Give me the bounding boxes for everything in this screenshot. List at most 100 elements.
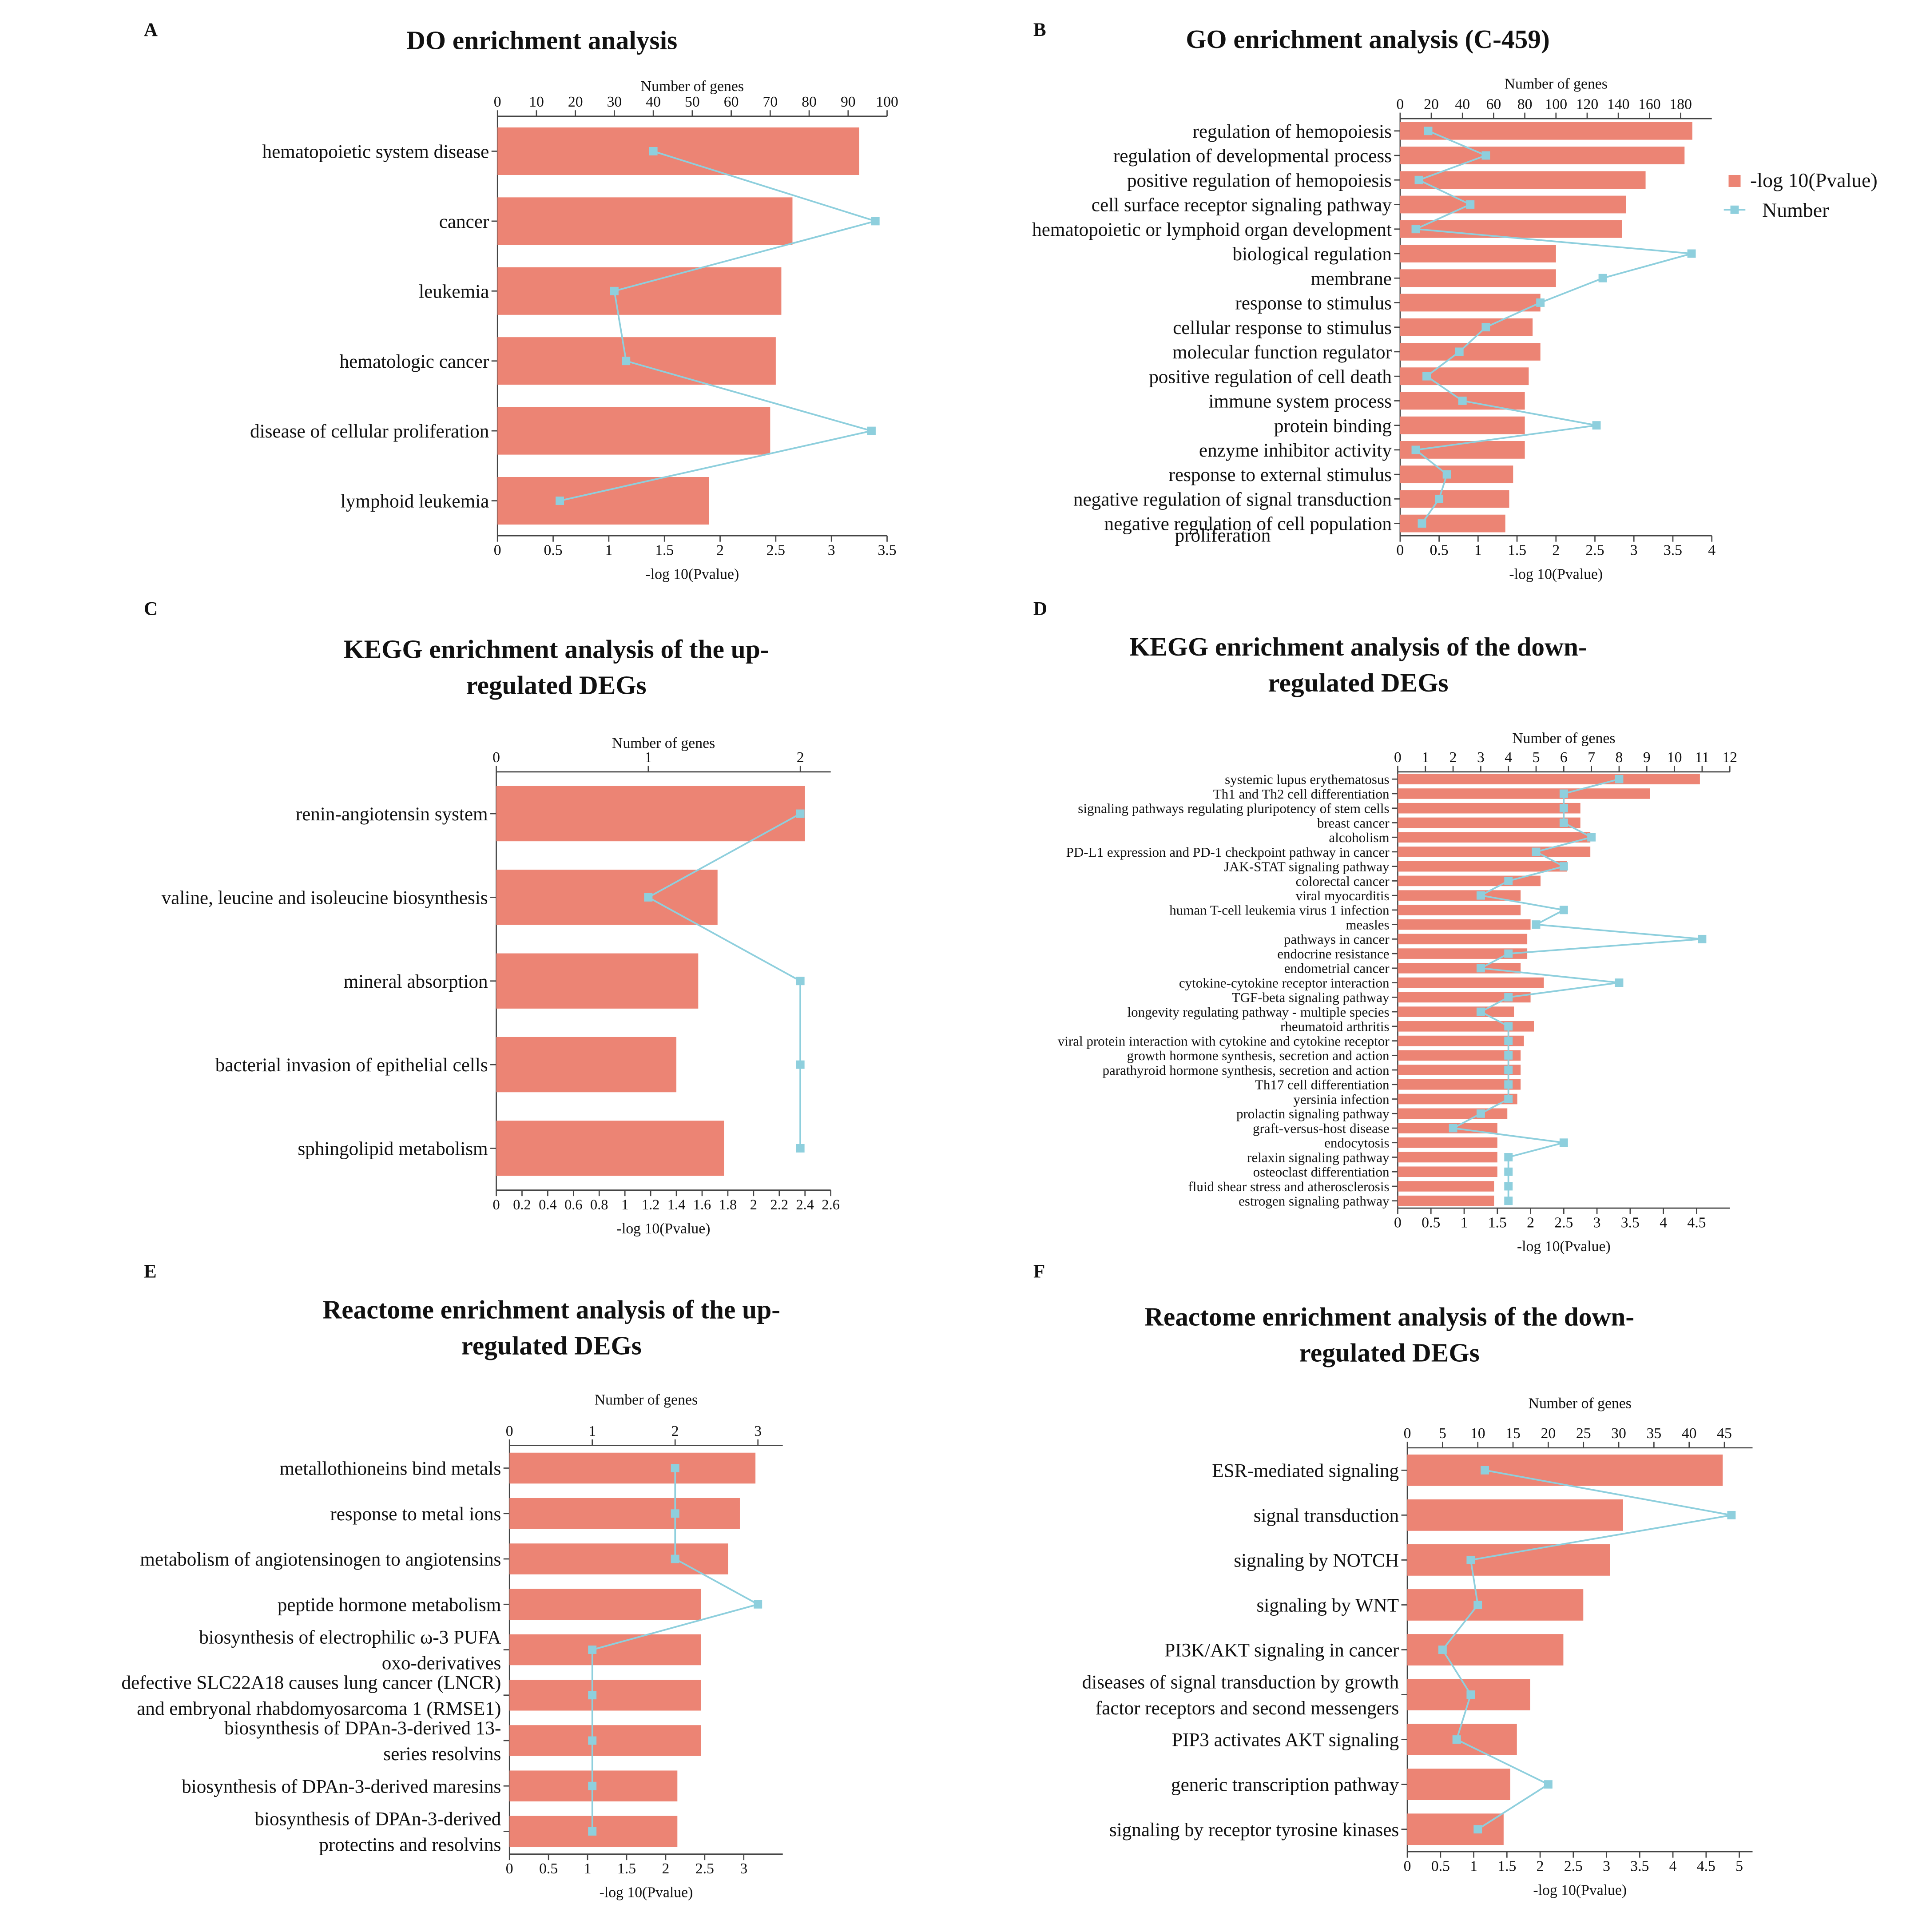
number-series bbox=[644, 809, 805, 1153]
panel-letter: B bbox=[1033, 20, 1046, 40]
panel-letter: D bbox=[1033, 598, 1047, 619]
category-label: rheumatoid arthritis bbox=[1280, 1019, 1390, 1034]
number-marker bbox=[1455, 347, 1464, 356]
number-marker bbox=[1504, 1197, 1513, 1205]
x-tick-label: 0 bbox=[492, 1197, 500, 1213]
number-marker bbox=[1592, 421, 1601, 430]
number-marker bbox=[1544, 1780, 1553, 1789]
number-marker bbox=[1449, 1124, 1457, 1133]
bar bbox=[1398, 1166, 1497, 1177]
bar bbox=[1398, 963, 1521, 974]
number-marker bbox=[588, 1691, 597, 1700]
category-label: disease of cellular proliferation bbox=[250, 421, 489, 442]
panel-c: 0 0.2 0.4 0.6 0.8 1 1.2 1.4 1.6 1.8 2 2.2 2.4 2.6 -log… bbox=[144, 598, 840, 1236]
x2-tick-label: 50 bbox=[685, 94, 700, 110]
bar bbox=[1407, 1544, 1610, 1576]
x2-tick-label: 140 bbox=[1607, 96, 1630, 113]
x2-tick-label: 11 bbox=[1695, 749, 1709, 766]
x2-tick-label: 70 bbox=[762, 94, 778, 110]
number-marker bbox=[796, 1144, 805, 1153]
category-label: negative regulation of signal transducti… bbox=[1073, 489, 1392, 510]
category-label: signal transduction bbox=[1254, 1505, 1399, 1526]
bar bbox=[1398, 1035, 1524, 1046]
category-label: oxo-derivatives bbox=[382, 1653, 501, 1674]
bar bbox=[509, 1543, 728, 1574]
x2-tick-label: 3 bbox=[1477, 749, 1485, 766]
x2-axis-label: Number of genes bbox=[595, 1392, 698, 1408]
x-tick-label: 1 bbox=[1474, 542, 1482, 558]
bar bbox=[1400, 269, 1556, 287]
x-tick-label: 3 bbox=[1593, 1214, 1601, 1231]
bar bbox=[1400, 465, 1513, 484]
bar bbox=[1398, 1108, 1508, 1119]
x2-axis-label: Number of genes bbox=[641, 78, 744, 95]
x-tick-label: 2.5 bbox=[1564, 1858, 1583, 1874]
number-marker bbox=[1504, 1051, 1513, 1060]
bar bbox=[1400, 220, 1622, 238]
x-tick-label: 1 bbox=[584, 1860, 592, 1877]
number-marker bbox=[588, 1781, 597, 1790]
bar bbox=[1400, 245, 1556, 262]
bar bbox=[1398, 948, 1528, 959]
number-marker bbox=[588, 1827, 597, 1836]
number-marker bbox=[1536, 298, 1545, 307]
chart-title-line2: regulated DEGs bbox=[1299, 1338, 1479, 1368]
category-label: signaling by NOTCH bbox=[1234, 1550, 1399, 1571]
category-label: viral myocarditis bbox=[1296, 888, 1390, 903]
number-marker bbox=[796, 809, 805, 818]
x2-tick-label: 10 bbox=[1667, 749, 1682, 766]
category-label: biosynthesis of electrophilic ω-3 PUFA bbox=[199, 1627, 501, 1648]
x2-tick-label: 12 bbox=[1722, 749, 1737, 766]
number-marker bbox=[1476, 964, 1485, 973]
number-marker bbox=[1476, 1007, 1485, 1016]
axes: 0 0.5 1 1.5 2 2.5 3 3.5 -log 10(Pvalue) 0 10 20 30 40… bbox=[491, 78, 898, 582]
x2-tick-label: 0 bbox=[492, 749, 500, 766]
bar bbox=[1400, 171, 1646, 189]
category-label: sphingolipid metabolism bbox=[298, 1139, 488, 1160]
number-marker bbox=[754, 1600, 762, 1609]
x2-tick-label: 40 bbox=[646, 94, 661, 110]
x2-tick-label: 120 bbox=[1576, 96, 1599, 113]
number-series bbox=[1438, 1466, 1736, 1834]
number-marker bbox=[1473, 1601, 1482, 1609]
category-label: cytokine-cytokine receptor interaction bbox=[1179, 975, 1390, 990]
x2-tick-label: 100 bbox=[1545, 96, 1567, 113]
number-marker bbox=[1481, 323, 1490, 332]
category-label: Th17 cell differentiation bbox=[1255, 1077, 1390, 1093]
x-axis-label: -log 10(Pvalue) bbox=[646, 566, 739, 582]
number-marker bbox=[1559, 1138, 1568, 1147]
x-axis-label: -log 10(Pvalue) bbox=[600, 1884, 693, 1901]
number-marker bbox=[644, 893, 653, 902]
x-tick-label: 3 bbox=[740, 1860, 747, 1877]
category-labels: renin-angiotensin system valine, leucine … bbox=[162, 804, 488, 1159]
number-marker bbox=[1422, 372, 1431, 381]
bar bbox=[1407, 1813, 1504, 1845]
category-label: endocrine resistance bbox=[1277, 946, 1389, 962]
category-label: endocytosis bbox=[1324, 1135, 1389, 1151]
x2-tick-label: 0 bbox=[506, 1423, 513, 1439]
x-tick-label: 1 bbox=[621, 1197, 628, 1213]
chart-title: GO enrichment analysis (C-459) bbox=[1186, 24, 1550, 54]
number-marker bbox=[1481, 1466, 1489, 1475]
category-label: diseases of signal transduction by growt… bbox=[1082, 1672, 1399, 1693]
x-tick-label: 4 bbox=[1660, 1214, 1667, 1231]
bar bbox=[1398, 861, 1567, 872]
x2-tick-label: 60 bbox=[1486, 96, 1501, 113]
category-label: proliferation bbox=[1175, 525, 1271, 546]
number-marker bbox=[1466, 1555, 1475, 1564]
number-marker bbox=[1504, 949, 1513, 958]
x-tick-label: 2 bbox=[662, 1860, 669, 1877]
x-tick-label: 0.6 bbox=[564, 1197, 582, 1213]
x-tick-label: 1.6 bbox=[693, 1197, 711, 1213]
category-label: biosynthesis of DPAn-3-derived 13- bbox=[224, 1718, 501, 1739]
category-label: alcoholism bbox=[1329, 830, 1389, 845]
number-series bbox=[588, 1464, 762, 1836]
category-label: immune system process bbox=[1208, 391, 1392, 412]
x-tick-label: 3.5 bbox=[1630, 1858, 1649, 1874]
bar bbox=[496, 953, 699, 1009]
chart-title: KEGG enrichment analysis of the down- bbox=[1129, 632, 1587, 661]
x2-tick-label: 4 bbox=[1505, 749, 1512, 766]
x2-tick-label: 15 bbox=[1505, 1425, 1521, 1442]
category-label: parathyroid hormone synthesis, secretion… bbox=[1102, 1062, 1390, 1078]
